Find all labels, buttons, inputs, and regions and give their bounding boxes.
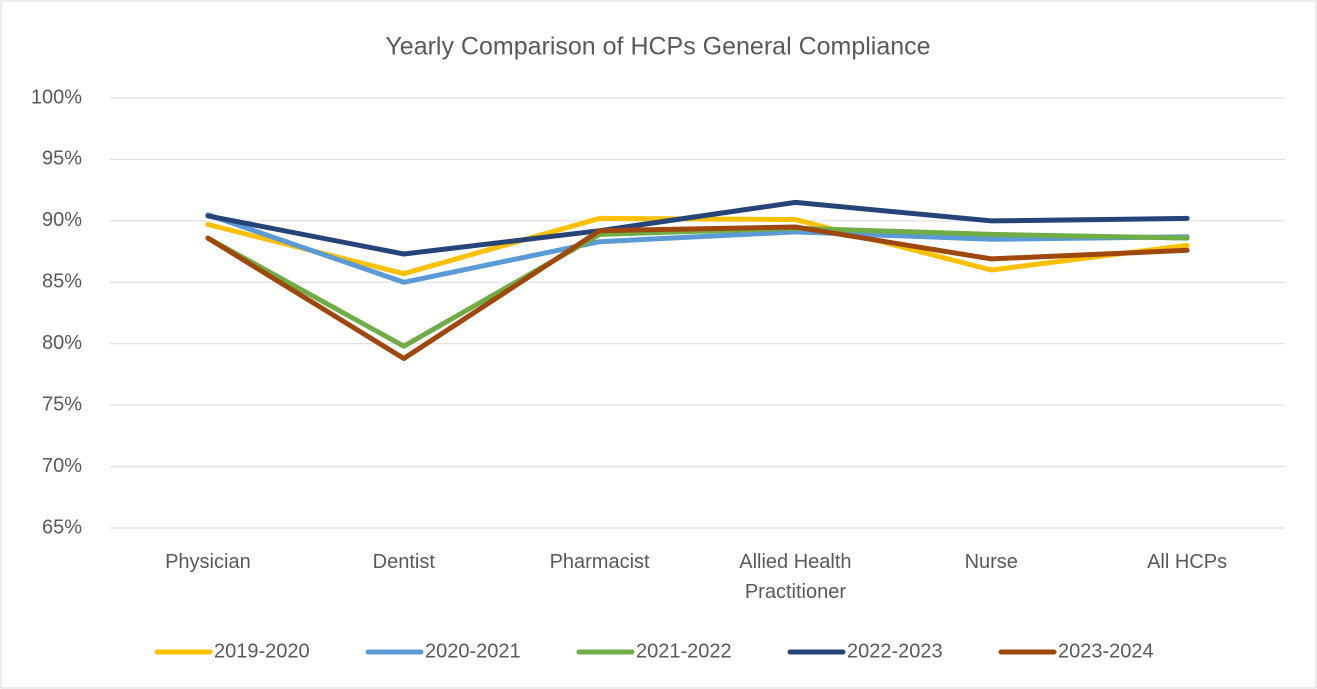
data-line	[205, 212, 1190, 285]
legend-label: 2022-2023	[847, 640, 943, 662]
y-tick-label: 70%	[42, 455, 82, 477]
x-tick-label: Allied Health Practitioner	[739, 551, 852, 603]
y-tick-label: 90%	[42, 209, 82, 231]
chart-title: Yearly Comparison of HCPs General Compli…	[385, 33, 930, 61]
y-tick-label: 85%	[42, 271, 82, 293]
x-tick-label: Physician	[165, 551, 251, 573]
x-tick-label: Dentist	[372, 551, 435, 573]
y-tick-label: 75%	[42, 393, 82, 415]
legend-label: 2021-2022	[636, 640, 732, 662]
data-line	[205, 224, 1190, 361]
x-tick-label: Nurse	[964, 551, 1018, 573]
y-tick-label: 65%	[42, 516, 82, 538]
x-tick-label: All HCPs	[1147, 551, 1228, 573]
data-line	[205, 199, 1190, 257]
y-tick-label: 95%	[42, 148, 82, 170]
legend-label: 2019-2020	[214, 640, 310, 662]
y-tick-label: 100%	[31, 86, 82, 108]
x-tick-label: Pharmacist	[549, 551, 650, 573]
y-tick-label: 80%	[42, 332, 82, 354]
legend-label: 2020-2021	[425, 640, 521, 662]
legend-label: 2023-2024	[1058, 640, 1154, 662]
